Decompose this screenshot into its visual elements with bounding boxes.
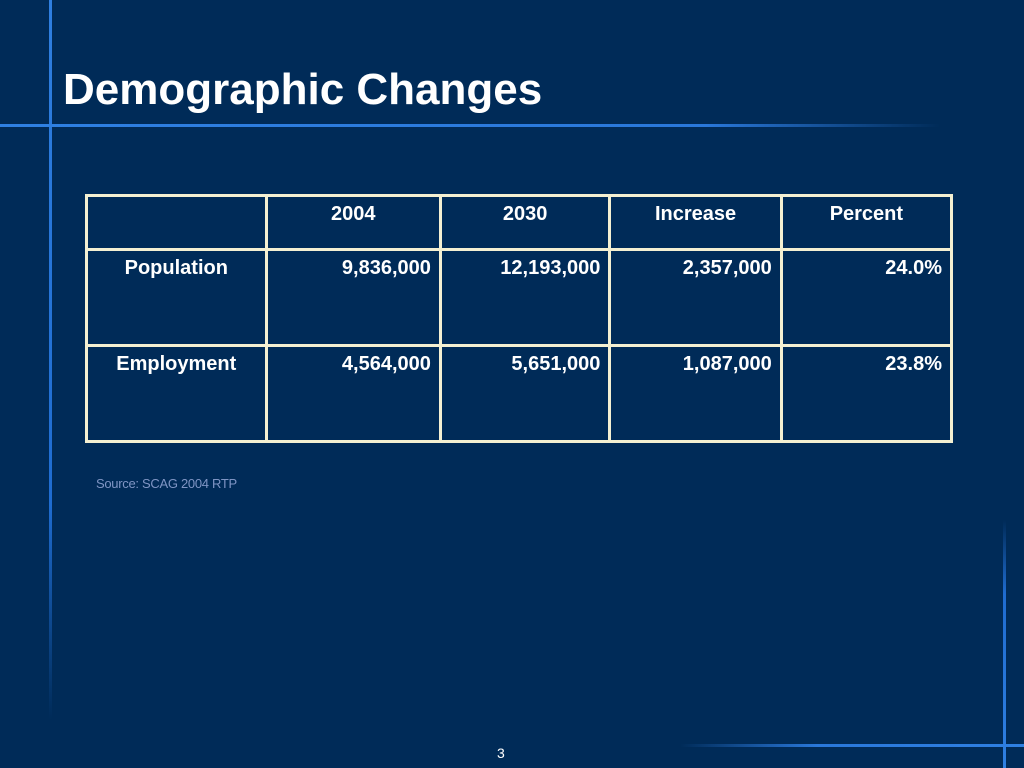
cell-increase: 2,357,000: [608, 248, 783, 347]
accent-line-bottom: [680, 744, 1024, 747]
table-body: Population 9,836,000 12,193,000 2,357,00…: [85, 248, 954, 443]
header-cell-increase: Increase: [608, 194, 783, 251]
cell-percent: 24.0%: [779, 248, 954, 347]
table-header-row: 2004 2030 Increase Percent: [85, 194, 954, 251]
row-label: Employment: [85, 344, 268, 443]
header-cell-empty: [85, 194, 268, 251]
page-number: 3: [497, 745, 505, 761]
header-cell-percent: Percent: [779, 194, 954, 251]
header-cell-2004: 2004: [264, 194, 442, 251]
cell-2030: 12,193,000: [438, 248, 612, 347]
table-header: 2004 2030 Increase Percent: [85, 194, 954, 251]
accent-line-top: [0, 124, 940, 127]
cell-2004: 4,564,000: [264, 344, 442, 443]
cell-2030: 5,651,000: [438, 344, 612, 443]
slide-title: Demographic Changes: [63, 65, 543, 114]
cell-2004: 9,836,000: [264, 248, 442, 347]
cell-increase: 1,087,000: [608, 344, 783, 443]
header-cell-2030: 2030: [438, 194, 612, 251]
table-row-employment: Employment 4,564,000 5,651,000 1,087,000…: [85, 344, 954, 443]
row-label: Population: [85, 248, 268, 347]
demographics-table: 2004 2030 Increase Percent Population 9,…: [85, 194, 954, 443]
table-row-population: Population 9,836,000 12,193,000 2,357,00…: [85, 248, 954, 347]
cell-percent: 23.8%: [779, 344, 954, 443]
accent-line-right: [1003, 520, 1006, 768]
accent-line-left: [49, 0, 52, 720]
source-note: Source: SCAG 2004 RTP: [96, 476, 237, 491]
